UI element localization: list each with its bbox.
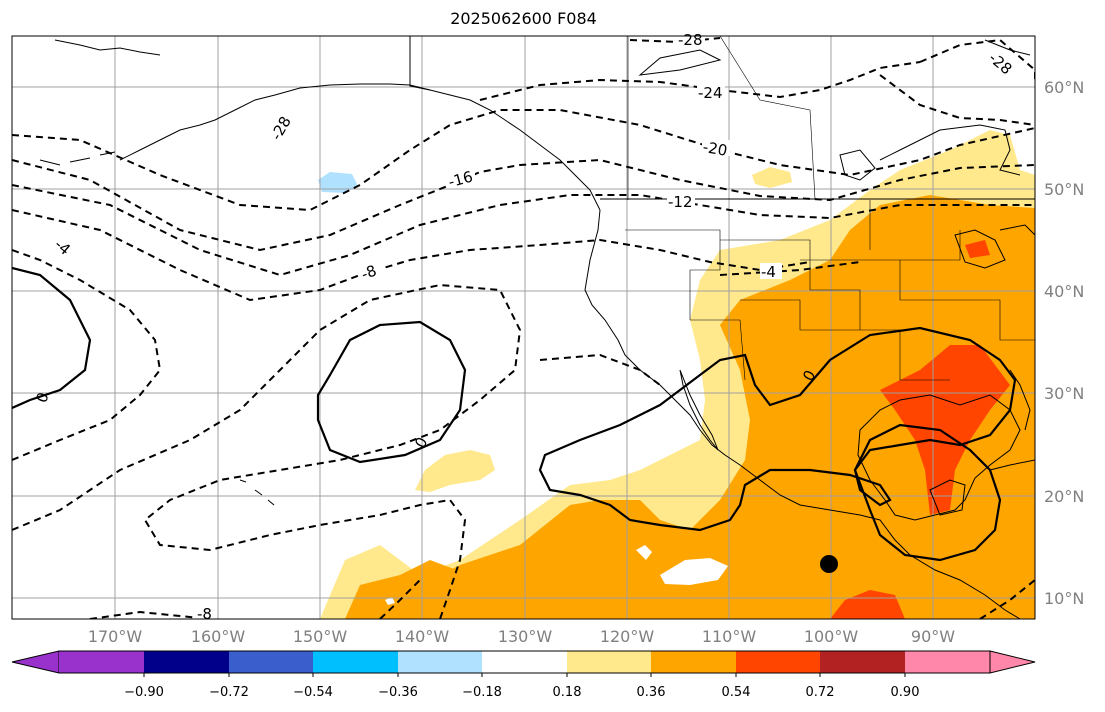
coast-cuba bbox=[989, 459, 1035, 471]
colorbar-bin bbox=[59, 651, 144, 673]
colorbar-tick: 0.72 bbox=[806, 685, 835, 700]
state-borders bbox=[625, 36, 1035, 381]
contour-neg8-a bbox=[12, 209, 811, 302]
shade-red-gulf bbox=[880, 345, 1010, 515]
contour-neg4-c bbox=[719, 261, 861, 276]
colorbar-tick: 0.36 bbox=[637, 685, 666, 700]
contour-label: -8 bbox=[359, 261, 379, 283]
zero-contour-mexico-loop bbox=[853, 423, 1002, 562]
coast-west-us bbox=[584, 209, 1021, 619]
coast-florida bbox=[1009, 369, 1031, 431]
contour-label: -8 bbox=[197, 605, 212, 623]
zero-contour-pacific bbox=[316, 320, 467, 464]
border-alaska-canada bbox=[409, 36, 431, 91]
lat-label: 20°N bbox=[1044, 487, 1084, 506]
shade-red-lakes bbox=[965, 240, 990, 258]
lon-label: 120°W bbox=[600, 627, 655, 646]
colorbar-tick: −0.72 bbox=[209, 685, 249, 700]
colorbar-bin bbox=[905, 651, 990, 673]
lat-label: 40°N bbox=[1044, 282, 1084, 301]
contour-label: -28 bbox=[985, 49, 1015, 79]
lat-label: 50°N bbox=[1044, 180, 1084, 199]
shade-yellow-patch-canada bbox=[752, 167, 792, 188]
contour-neg4-b bbox=[539, 353, 661, 386]
colorbar: −0.90 −0.72 −0.54 −0.36 −0.18 0.18 0.36 … bbox=[11, 650, 1036, 700]
colorbar-bin bbox=[229, 651, 314, 673]
colorbar-tick: −0.18 bbox=[462, 685, 502, 700]
shade-orange-main bbox=[400, 195, 1035, 619]
colorbar-tick: −0.90 bbox=[124, 685, 164, 700]
contour-label: -28 bbox=[267, 113, 295, 143]
contour-label: -16 bbox=[446, 168, 474, 192]
lon-label: 140°W bbox=[395, 627, 450, 646]
contour-neg28-b bbox=[919, 38, 1035, 80]
shade-orange-sw bbox=[345, 530, 600, 619]
colorbar-extend-high bbox=[989, 650, 1036, 674]
contour-neg16 bbox=[12, 158, 1035, 252]
contour-neg8-c bbox=[89, 610, 201, 619]
lat-label: 30°N bbox=[1044, 384, 1084, 403]
coast-baja bbox=[679, 369, 719, 451]
longitude-labels: 170°W 160°W 150°W 140°W 130°W 120°W 110°… bbox=[88, 627, 955, 646]
contour-label: 0 bbox=[32, 390, 52, 405]
contour-neg28-a bbox=[629, 37, 721, 44]
dashed-contours bbox=[12, 37, 1035, 619]
colorbar-bin bbox=[144, 651, 229, 673]
colorbar-bin bbox=[651, 651, 736, 673]
colorbar-bin bbox=[482, 651, 567, 673]
contour-label: -4 bbox=[761, 263, 776, 281]
lon-label: 150°W bbox=[293, 627, 348, 646]
coast-great-lakes bbox=[954, 224, 1035, 269]
colorbar-extend-low bbox=[11, 650, 60, 674]
lat-label: 10°N bbox=[1044, 589, 1084, 608]
latitude-labels: 60°N 50°N 40°N 30°N 20°N 10°N bbox=[1044, 78, 1084, 608]
colorbar-tick: −0.54 bbox=[293, 685, 333, 700]
lon-label: 110°W bbox=[702, 627, 757, 646]
contour-label: -20 bbox=[701, 138, 728, 160]
colorbar-bin bbox=[736, 651, 821, 673]
contour-neg8-b bbox=[12, 283, 522, 619]
lon-label: 100°W bbox=[804, 627, 859, 646]
colorbar-tick: −0.36 bbox=[378, 685, 418, 700]
contour-label: -24 bbox=[698, 84, 723, 102]
contour-neg4-south bbox=[379, 579, 421, 619]
shade-white-hole-1 bbox=[660, 558, 728, 585]
anomaly-shading bbox=[318, 130, 1035, 619]
shade-yellow-patch-pacific bbox=[415, 450, 495, 492]
zero-contour-east bbox=[538, 326, 1017, 532]
map-frame bbox=[11, 35, 1036, 620]
lon-label: 160°W bbox=[191, 627, 246, 646]
lon-label: 170°W bbox=[88, 627, 143, 646]
contour-label: -12 bbox=[668, 193, 693, 211]
shade-blue-patch bbox=[318, 172, 358, 193]
shade-white-hole-2 bbox=[636, 545, 652, 560]
coast-arctic bbox=[638, 39, 1031, 181]
zero-contours bbox=[12, 266, 1017, 562]
colorbar-bin bbox=[313, 651, 398, 673]
colorbar-tick: 0.54 bbox=[722, 685, 751, 700]
coast-aleutians bbox=[39, 151, 116, 166]
colorbar-tick: 0.90 bbox=[891, 685, 920, 700]
contour-label: -28 bbox=[678, 31, 703, 49]
coast-hawaii bbox=[239, 479, 275, 506]
colorbar-bin bbox=[567, 651, 652, 673]
coast-alaska bbox=[119, 83, 601, 211]
contour-neg20-east bbox=[879, 74, 1035, 126]
colorbar-tick: 0.18 bbox=[553, 685, 582, 700]
shade-white-hole-3 bbox=[385, 597, 395, 605]
zero-contour-west bbox=[12, 266, 92, 410]
map-title: 2025062600 F084 bbox=[450, 9, 597, 28]
colorbar-bin bbox=[820, 651, 905, 673]
coast-siberia bbox=[54, 39, 161, 56]
lat-label: 60°N bbox=[1044, 78, 1084, 97]
coast-yucatan bbox=[929, 479, 966, 516]
contour-neg4-a bbox=[12, 249, 162, 461]
lon-label: 130°W bbox=[498, 627, 553, 646]
lon-label: 90°W bbox=[911, 627, 955, 646]
location-marker bbox=[820, 555, 838, 573]
shade-red-south bbox=[830, 590, 905, 619]
coast-hudson bbox=[879, 124, 1021, 176]
colorbar-bin bbox=[398, 651, 483, 673]
